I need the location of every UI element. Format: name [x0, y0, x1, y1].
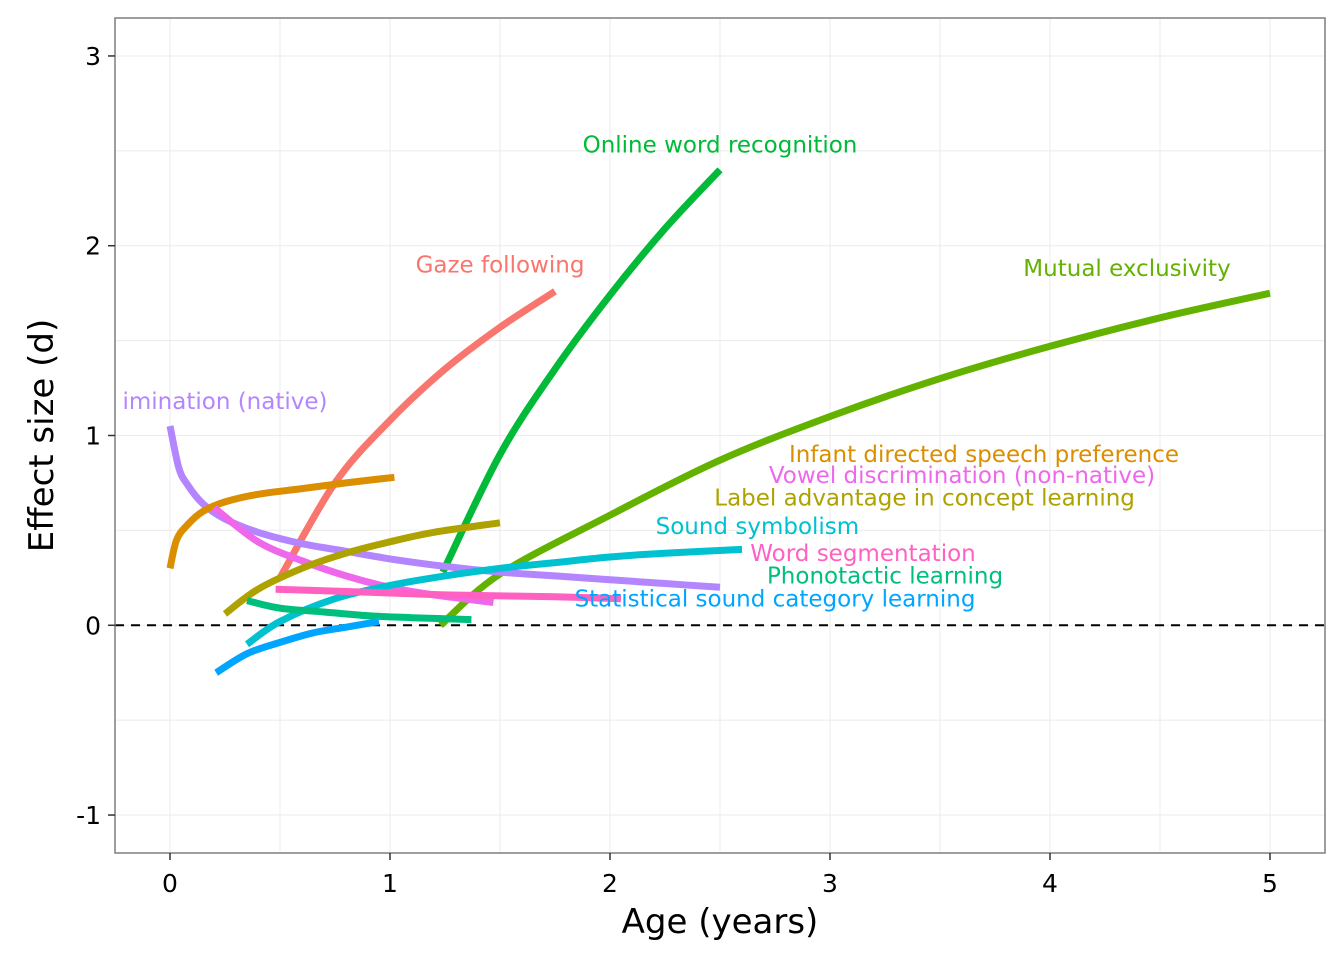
series-line-label-advantage-in-concept-learning: [222, 519, 501, 617]
axes: 0 1 2 3 4 5 -1 0 1 2 3: [76, 42, 1278, 898]
grid-lines: [115, 18, 1325, 853]
series-label-group: Gaze following Online word recognition Mut…: [122, 133, 1230, 613]
y-tick-label: -1: [76, 801, 101, 830]
series-label-vowel-discrimination-non-native: Vowel discrimination (non-native): [769, 463, 1155, 489]
y-tick-label: 2: [85, 232, 101, 261]
series-label-infant-directed-speech-preference: Infant directed speech preference: [789, 442, 1179, 468]
series-labels: Gaze following Online word recognition Mut…: [122, 133, 1230, 613]
series-label-sound-symbolism: Sound symbolism: [656, 514, 860, 540]
series-line-infant-directed-speech-preference: [166, 473, 395, 570]
series-line-mutual-exclusivity: [438, 289, 1271, 628]
x-tick-label: 1: [382, 869, 398, 898]
series-label-vowel-discrimination-native: imination (native): [122, 389, 327, 415]
series-line-vowel-discrimination-native: [166, 425, 721, 591]
series-line-word-segmentation: [275, 585, 622, 603]
series-label-label-advantage-in-concept-learning: Label advantage in concept learning: [714, 486, 1135, 512]
x-tick-label: 0: [162, 869, 178, 898]
x-tick-label: 2: [602, 869, 618, 898]
y-tick-label: 1: [85, 422, 101, 451]
series-lines: [166, 167, 1271, 676]
series-label-word-segmentation: Word segmentation: [750, 541, 975, 567]
series-label-gaze-following: Gaze following: [416, 252, 585, 278]
series-label-statistical-sound-category-learning: Statistical sound category learning: [575, 586, 976, 612]
y-tick-label: 3: [85, 42, 101, 71]
series-label-online-word-recognition: Online word recognition: [583, 133, 858, 159]
series-label-phonotactic-learning: Phonotactic learning: [767, 564, 1003, 590]
x-tick-label: 5: [1262, 869, 1278, 898]
series-line-gaze-following: [276, 288, 557, 580]
x-axis-title: Age (years): [622, 902, 819, 942]
series-line-statistical-sound-category-learning: [214, 618, 380, 676]
y-tick-label: 0: [85, 611, 101, 640]
series-line-online-word-recognition: [439, 167, 723, 574]
series-line-phonotactic-learning: [246, 597, 472, 624]
series-label-mutual-exclusivity: Mutual exclusivity: [1023, 256, 1230, 282]
x-tick-label: 4: [1042, 869, 1058, 898]
y-axis-title: Effect size (d): [22, 319, 62, 553]
x-tick-label: 3: [822, 869, 838, 898]
